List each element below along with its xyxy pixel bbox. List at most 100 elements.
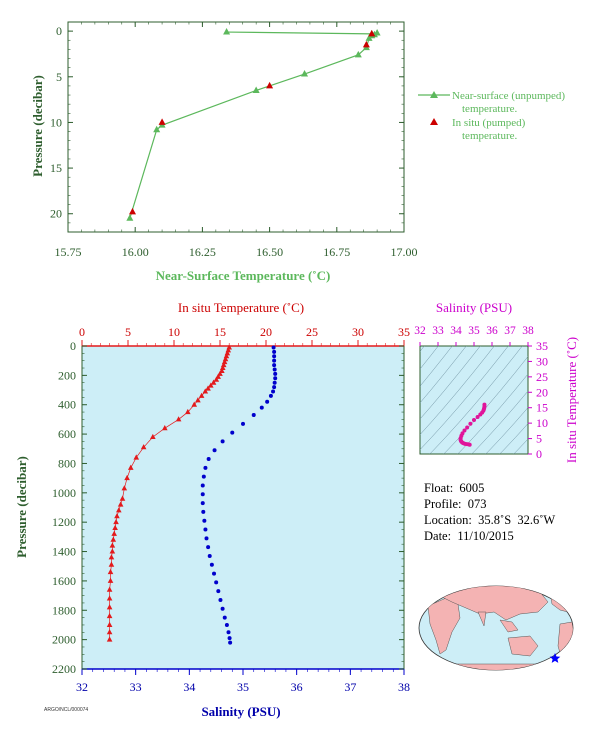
salinity-profile-point <box>222 615 227 620</box>
ts-temperature-tick-label: 20 <box>536 385 548 399</box>
temperature-profile-point <box>195 397 201 403</box>
salinity-profile-point <box>220 606 225 611</box>
salinity-profile-point <box>272 385 277 390</box>
temperature-profile-point <box>191 401 198 407</box>
salinity-profile-point <box>272 354 277 359</box>
top-x-tick-label: 15.75 <box>55 245 82 259</box>
unpumped-temperature-point <box>223 28 231 35</box>
ts-salinity-tick-label: 34 <box>450 325 462 337</box>
top-chart: 15.75 16.00 16.25 16.50 16.75 17.00 0 5 10 15 20 N… <box>30 21 565 283</box>
top-y-tick-label: 0 <box>56 24 62 38</box>
salinity-axis-tick-label: 36 <box>291 680 303 694</box>
ts-point <box>467 442 472 447</box>
ts-density-contour <box>420 346 481 420</box>
temperature-profile-point <box>127 464 134 470</box>
ts-density-contour <box>485 407 528 454</box>
ts-point <box>468 421 473 426</box>
temperature-profile-point <box>210 379 217 385</box>
unpumped-temperature-point <box>126 214 134 221</box>
top-ticks: 15.75 16.00 16.25 16.50 16.75 17.00 0 5 10 15 20 <box>50 21 418 259</box>
ts-salinity-tick-label: 37 <box>504 325 516 337</box>
world-map <box>418 585 574 671</box>
salinity-profile-point <box>272 358 277 363</box>
ts-point <box>465 425 470 430</box>
temperature-profile-point <box>107 568 114 575</box>
ts-density-contour <box>420 346 439 370</box>
temperature-profile-point <box>213 376 220 382</box>
pumped-temperature-point <box>266 81 274 89</box>
top-series <box>126 28 381 221</box>
ts-salinity-tick-label: 32 <box>414 325 426 337</box>
top-y-tick-label: 10 <box>50 115 62 129</box>
temperature-profile-point <box>106 621 113 627</box>
pressure-axis-tick-label: 0 <box>70 339 76 353</box>
unpumped-temperature-point <box>365 34 373 41</box>
salinity-profile-point <box>265 399 270 404</box>
salinity-axis-tick-label: 33 <box>130 680 142 694</box>
temperature-profile-point <box>108 561 115 567</box>
salinity-profile-point <box>241 421 245 426</box>
top-x-axis-label: Near-Surface Temperature (˚C) <box>156 268 331 283</box>
ts-salinity-axis-label: Salinity (PSU) <box>436 300 512 315</box>
salinity-profile-point <box>212 571 217 576</box>
temperature-profile-point <box>121 485 128 491</box>
temperature-axis-tick-label: 5 <box>125 325 131 339</box>
temperature-profile-point <box>133 454 140 460</box>
ts-density-contour <box>471 390 528 454</box>
salinity-axis-tick-label: 37 <box>344 680 356 694</box>
salinity-profile-point <box>202 518 207 523</box>
temperature-profile-point <box>119 495 126 501</box>
legend-pumped-marker <box>430 118 438 125</box>
pressure-axis-tick-label: 1000 <box>52 486 76 500</box>
pressure-axis-tick-label: 200 <box>58 368 76 382</box>
salinity-profile-point <box>271 345 276 350</box>
unpumped-temperature-point <box>153 125 161 133</box>
temperature-axis-tick-label: 15 <box>214 325 226 339</box>
temperature-profile-point <box>150 433 156 440</box>
pressure-axis-tick-label: 600 <box>58 427 76 441</box>
ts-density-contour <box>499 423 528 454</box>
temperature-profile-point <box>109 542 116 548</box>
salinity-profile-point <box>273 371 278 376</box>
salinity-profile-point <box>206 545 211 550</box>
temperature-profile-point <box>106 586 113 592</box>
salinity-profile-point <box>207 553 212 558</box>
pumped-temperature-point <box>362 40 370 48</box>
temperature-profile-point <box>124 474 130 481</box>
pumped-temperature-point <box>368 29 376 37</box>
salinity-profile-point <box>271 389 276 394</box>
profile-number: Profile: 073 <box>424 497 487 511</box>
legend-unpumped-marker <box>430 91 438 98</box>
top-x-tick-label: 16.00 <box>122 245 149 259</box>
salinity-profile-point <box>272 363 277 368</box>
map-float-marker <box>549 653 561 663</box>
ts-series <box>458 402 487 447</box>
salinity-axis-tick-label: 34 <box>183 680 195 694</box>
pressure-axis-tick-label: 1400 <box>52 545 76 559</box>
ts-density-contour <box>513 438 528 454</box>
ts-salinity-tick-label: 33 <box>432 325 444 337</box>
top-y-tick-label: 5 <box>56 70 62 84</box>
salinity-profile-point <box>227 636 232 641</box>
ts-temperature-tick-label: 15 <box>536 401 548 415</box>
salinity-profile-point <box>230 430 235 435</box>
ts-density-contour <box>527 453 528 454</box>
unpumped-temperature-point <box>252 86 260 93</box>
temperature-profile-point <box>202 388 209 394</box>
main-series <box>106 344 278 645</box>
top-y-axis-label: Pressure (decibar) <box>30 75 45 177</box>
salinity-profile-point <box>220 439 225 444</box>
pumped-temperature-point <box>158 118 166 125</box>
salinity-profile-point <box>218 597 223 602</box>
temperature-profile-point <box>185 408 191 415</box>
top-y-tick-label: 20 <box>50 207 62 221</box>
temperature-profile-point <box>112 524 118 531</box>
salinity-profile-point <box>212 448 217 453</box>
ts-density-contour <box>429 346 523 454</box>
pressure-axis-tick-label: 400 <box>58 398 76 412</box>
temperature-profile-point <box>162 425 168 431</box>
main-pressure-axis-label: Pressure (decibar) <box>14 456 29 558</box>
top-x-tick-label: 16.25 <box>189 245 216 259</box>
